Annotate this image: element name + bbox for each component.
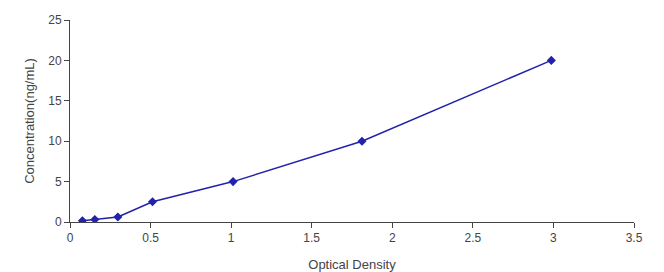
svg-text:15: 15: [48, 94, 62, 108]
svg-text:25: 25: [48, 13, 62, 27]
svg-text:2: 2: [389, 231, 396, 245]
svg-text:Concentration(ng/mL): Concentration(ng/mL): [22, 58, 37, 184]
svg-text:3.5: 3.5: [626, 231, 643, 245]
svg-text:Optical Density: Optical Density: [308, 257, 396, 272]
svg-text:2.5: 2.5: [465, 231, 482, 245]
svg-text:1: 1: [228, 231, 235, 245]
svg-text:0: 0: [55, 215, 62, 229]
svg-text:1.5: 1.5: [303, 231, 320, 245]
svg-text:3: 3: [550, 231, 557, 245]
svg-text:0: 0: [67, 231, 74, 245]
svg-text:0.5: 0.5: [142, 231, 159, 245]
svg-text:5: 5: [55, 175, 62, 189]
svg-text:10: 10: [48, 134, 62, 148]
svg-text:20: 20: [48, 54, 62, 68]
